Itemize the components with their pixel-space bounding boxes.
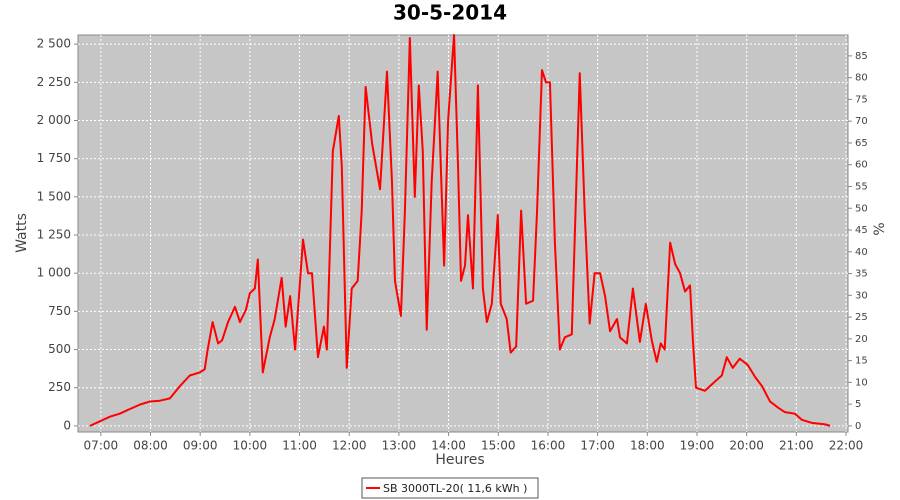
plot-area	[77, 34, 849, 433]
x-tick-label: 10:00	[233, 439, 268, 453]
x-tick-label: 13:00	[382, 439, 417, 453]
data-line	[89, 34, 831, 427]
x-tick-label: 09:00	[183, 439, 218, 453]
x-tick-label: 22:00	[829, 439, 864, 453]
x-tick-label: 11:00	[282, 439, 317, 453]
y2-tick-label: 10	[855, 377, 868, 388]
y2-tick-label: 20	[855, 334, 868, 345]
y2-tick-label: 30	[855, 290, 868, 301]
chart-title: 30-5-2014	[393, 1, 507, 25]
legend	[361, 477, 539, 499]
y-tick-label: 750	[48, 304, 71, 318]
x-axis-label: Heures	[435, 452, 484, 468]
y2-tick-label: 85	[855, 51, 868, 62]
y2-tick-label: 0	[855, 421, 861, 432]
y2-axis-label: %	[872, 222, 888, 235]
y-tick-label: 500	[48, 342, 71, 356]
y2-tick-label: 80	[855, 73, 868, 84]
legend-label: SB 3000TL-20( 11,6 kWh )	[383, 482, 527, 495]
y-axis-label: Watts	[14, 213, 30, 253]
y-tick-label: 1 500	[37, 189, 71, 203]
y-tick-label: 2 500	[37, 37, 71, 51]
y2-tick-label: 55	[855, 181, 868, 192]
x-tick-label: 14:00	[431, 439, 466, 453]
y2-tick-label: 40	[855, 247, 868, 258]
y2-tick-label: 25	[855, 312, 868, 323]
x-tick-label: 16:00	[531, 439, 566, 453]
x-tick-label: 20:00	[729, 439, 764, 453]
y-tick-label: 2 000	[37, 113, 71, 127]
x-tick-label: 17:00	[580, 439, 615, 453]
x-tick-label: 21:00	[779, 439, 814, 453]
y2-tick-label: 5	[855, 399, 861, 410]
y-tick-label: 0	[63, 418, 71, 432]
y-tick-label: 250	[48, 380, 71, 394]
x-tick-label: 19:00	[680, 439, 715, 453]
y2-tick-label: 60	[855, 160, 868, 171]
x-tick-label: 15:00	[481, 439, 516, 453]
y2-tick-label: 50	[855, 203, 868, 214]
y-tick-label: 1 750	[37, 151, 71, 165]
x-tick-label: 08:00	[133, 439, 168, 453]
y2-tick-label: 75	[855, 94, 868, 105]
y2-tick-label: 45	[855, 225, 868, 236]
x-tick-label: 07:00	[84, 439, 119, 453]
x-tick-label: 12:00	[332, 439, 367, 453]
y2-tick-label: 70	[855, 116, 868, 127]
y2-tick-label: 65	[855, 138, 868, 149]
y-tick-label: 1 000	[37, 266, 71, 280]
y2-tick-label: 15	[855, 356, 868, 367]
y2-tick-label: 35	[855, 269, 868, 280]
y-tick-label: 2 250	[37, 75, 71, 89]
x-tick-label: 18:00	[630, 439, 665, 453]
y-tick-label: 1 250	[37, 228, 71, 242]
